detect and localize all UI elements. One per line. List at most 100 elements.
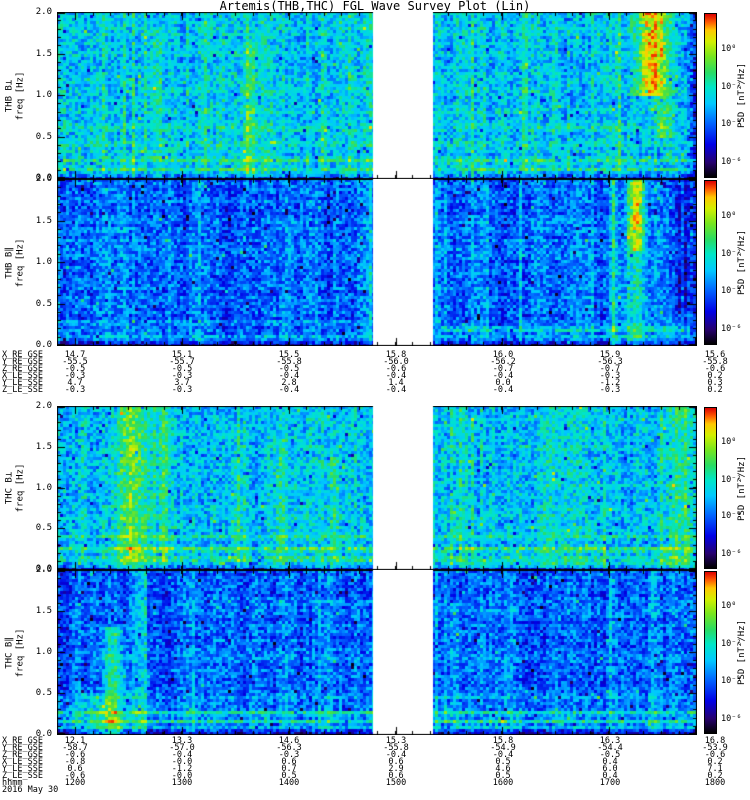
ephemeris-row: X_RE_GSE 12.1 13.3 14.6 15.3 15.8 16.3 16.8 xyxy=(0,736,750,746)
ephemeris-value: -58.7 xyxy=(62,743,88,753)
ephemeris-value: -0.6 xyxy=(64,771,86,781)
ephemeris-value: -0.8 xyxy=(64,757,86,767)
ephemeris-row-label: Z_LE_SSE xyxy=(2,771,43,781)
ephemeris-value: -0.4 xyxy=(492,371,514,381)
y-axis-title-thc-bpar: THC B∥ freq [Hz] xyxy=(2,570,28,735)
ephemeris-value: -0.0 xyxy=(171,771,193,781)
ephemeris-row: X_LE_SSE -0.3 -0.3 -0.4 -0.4 -0.4 -0.3 0.2 xyxy=(0,371,750,381)
ephemeris-value: 0.6 xyxy=(67,764,83,774)
y-tick-label: 1.0 xyxy=(35,483,52,493)
ephemeris-value: 0.2 xyxy=(707,385,723,395)
ephemeris-value: -0.6 xyxy=(704,750,726,760)
ephemeris-value: 3.7 xyxy=(174,378,190,388)
ephemeris-block-thb: X_RE_GSE 14.7 15.1 15.5 15.8 16.0 15.9 15.6 Y_RE… xyxy=(0,350,750,395)
ephemeris-value: 4.7 xyxy=(67,378,83,388)
ephemeris-row-label: X_RE_GSE xyxy=(2,350,43,360)
y-tick-labels: 2.0 1.5 1.0 0.5 0.0 xyxy=(30,402,54,574)
time-value: 1300 xyxy=(171,778,193,788)
ephemeris-row-label: Y_RE_GSE xyxy=(2,357,43,367)
colorbar-tick-labels: 10⁰ 10⁻² 10⁻⁴ 10⁻⁶ xyxy=(721,570,741,735)
ephemeris-value: -0.5 xyxy=(599,750,621,760)
ephemeris-value: -54.4 xyxy=(597,743,623,753)
colorbar-tick-label: 10⁰ xyxy=(721,437,737,447)
ephemeris-row: Y_LE_SSE 0.6 -1.2 0.7 2.9 4.6 6.0 7.1 xyxy=(0,764,750,774)
colorbar-tick-label: 10⁻⁴ xyxy=(721,119,742,129)
ephemeris-value: 15.5 xyxy=(278,350,300,360)
ephemeris-value: -53.9 xyxy=(702,743,728,753)
y-tick-label: 1.5 xyxy=(35,216,52,226)
ephemeris-value: -0.4 xyxy=(171,750,193,760)
ephemeris-row-label: Y_RE_GSE xyxy=(2,743,43,753)
y-tick-label: 0.0 xyxy=(35,564,52,574)
date-row: 2016 May 30 xyxy=(0,786,750,795)
ephemeris-value: 14.7 xyxy=(64,350,86,360)
colorbar-tick-labels: 10⁰ 10⁻² 10⁻⁴ 10⁻⁶ xyxy=(721,12,741,179)
ephemeris-value: -0.3 xyxy=(64,385,86,395)
ephemeris-value: 0.4 xyxy=(602,771,618,781)
spectrogram-canvas-thc-bpar xyxy=(57,570,697,735)
colorbar-tick-label: 10⁻⁴ xyxy=(721,511,742,521)
colorbar-tick-label: 10⁰ xyxy=(721,44,737,54)
ephemeris-row-label: Z_LE_SSE xyxy=(2,385,43,395)
ephemeris-value: 4.6 xyxy=(495,764,511,774)
ephemeris-value: 0.6 xyxy=(388,757,404,767)
y-tick-label: 1.5 xyxy=(35,606,52,616)
ephemeris-row-label: Y_LE_SSE xyxy=(2,378,43,388)
ephemeris-value: 0.5 xyxy=(495,771,511,781)
y-tick-label: 0.0 xyxy=(35,173,52,183)
ephemeris-value: -0.4 xyxy=(492,385,514,395)
ephemeris-value: 0.0 xyxy=(495,378,511,388)
freq-axis-label: freq [Hz] xyxy=(15,71,25,120)
ephemeris-value: 0.5 xyxy=(281,771,297,781)
colorbar-axis-label: PSD [nT²/Hz] xyxy=(737,62,748,129)
ephemeris-value: 0.6 xyxy=(281,757,297,767)
ephemeris-value: 12.1 xyxy=(64,736,86,746)
probe-component-label: THC B⊥ xyxy=(4,471,14,505)
ephemeris-value: -0.4 xyxy=(385,385,407,395)
ephemeris-value: -0.4 xyxy=(278,385,300,395)
ephemeris-value: 0.2 xyxy=(707,771,723,781)
ephemeris-value: -1.2 xyxy=(171,764,193,774)
ephemeris-value: 16.8 xyxy=(704,736,726,746)
ephemeris-value: 0.4 xyxy=(602,757,618,767)
ephemeris-row-label: X_LE_SSE xyxy=(2,371,43,381)
freq-axis-label: freq [Hz] xyxy=(15,628,25,677)
y-tick-label: 1.0 xyxy=(35,647,52,657)
ephemeris-value: -55.7 xyxy=(169,357,195,367)
spectrogram-canvas-thc-bperp xyxy=(57,406,697,570)
ephemeris-value: 2.8 xyxy=(281,378,297,388)
ephemeris-value: 15.8 xyxy=(492,736,514,746)
panel-thc-bperp: THC B⊥ freq [Hz] 2.0 1.5 1.0 0.5 0.0 10⁰ 10⁻²… xyxy=(0,402,750,574)
ephemeris-value: 15.9 xyxy=(599,350,621,360)
ephemeris-value: -0.3 xyxy=(599,371,621,381)
panel-thb-bpar: THB B∥ freq [Hz] 2.0 1.5 1.0 0.5 0.0 10⁰ 10⁻²… xyxy=(0,175,750,350)
ephemeris-value: 15.1 xyxy=(171,350,193,360)
ephemeris-value: 14.6 xyxy=(278,736,300,746)
spectrogram-canvas-thb-bpar xyxy=(57,179,697,346)
colorbar-gradient xyxy=(704,13,717,178)
colorbar-tick-label: 10⁻⁴ xyxy=(721,286,742,296)
ephemeris-block-thc: X_RE_GSE 12.1 13.3 14.6 15.3 15.8 16.3 16.8 Y_RE… xyxy=(0,736,750,795)
ephemeris-value: 0.5 xyxy=(495,757,511,767)
ephemeris-value: 6.0 xyxy=(602,764,618,774)
time-value: 1500 xyxy=(385,778,407,788)
panel-thc-bpar: THC B∥ freq [Hz] 2.0 1.5 1.0 0.5 0.0 10⁰ 10⁻²… xyxy=(0,566,750,739)
y-axis-title-thb-bpar: THB B∥ freq [Hz] xyxy=(2,179,28,346)
ephemeris-value: 16.3 xyxy=(599,736,621,746)
ephemeris-value: -55.5 xyxy=(62,357,88,367)
y-tick-label: 1.0 xyxy=(35,257,52,267)
colorbar-tick-label: 10⁻⁶ xyxy=(721,324,742,334)
ephemeris-value: -0.6 xyxy=(64,750,86,760)
time-value: 1200 xyxy=(64,778,86,788)
ephemeris-value: -56.2 xyxy=(490,357,516,367)
ephemeris-value: 16.0 xyxy=(492,350,514,360)
colorbar-gradient xyxy=(704,571,717,734)
ephemeris-value: -0.6 xyxy=(385,364,407,374)
ephemeris-value: -0.7 xyxy=(599,364,621,374)
y-tick-label: 0.5 xyxy=(35,132,52,142)
ephemeris-value: 0.3 xyxy=(707,378,723,388)
ephemeris-row-label: Z_RE_GSE xyxy=(2,364,43,374)
ephemeris-row: Z_LE_SSE -0.3 -0.3 -0.4 -0.4 -0.4 -0.3 0.2 xyxy=(0,385,750,395)
colorbar-tick-labels: 10⁰ 10⁻² 10⁻⁴ 10⁻⁶ xyxy=(721,406,741,570)
colorbar-axis-label: PSD [nT²/Hz] xyxy=(737,455,748,521)
